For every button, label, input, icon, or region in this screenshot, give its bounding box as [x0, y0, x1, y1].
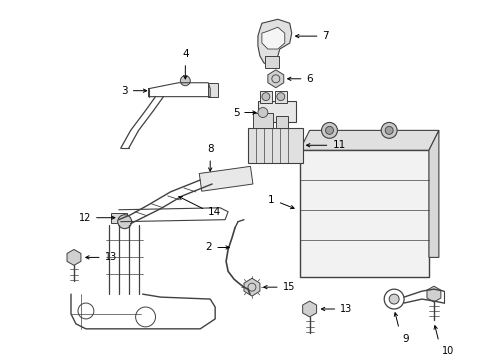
Circle shape	[325, 126, 333, 134]
Circle shape	[385, 126, 392, 134]
Polygon shape	[67, 249, 81, 265]
Bar	[252, 113, 272, 129]
Polygon shape	[262, 27, 284, 49]
Polygon shape	[244, 278, 260, 296]
Text: 13: 13	[104, 252, 117, 262]
Circle shape	[381, 122, 396, 138]
Circle shape	[321, 122, 337, 138]
Circle shape	[262, 93, 269, 100]
Text: 1: 1	[267, 195, 274, 205]
Text: 5: 5	[233, 108, 240, 117]
Text: 15: 15	[282, 282, 295, 292]
Bar	[199, 166, 252, 191]
Circle shape	[257, 108, 267, 117]
Text: 8: 8	[206, 144, 213, 154]
Text: 10: 10	[441, 346, 453, 356]
Circle shape	[118, 215, 131, 229]
Text: 4: 4	[182, 49, 188, 59]
Bar	[111, 213, 126, 223]
Circle shape	[276, 93, 284, 100]
Polygon shape	[257, 19, 291, 66]
Text: 2: 2	[205, 243, 212, 252]
Text: 9: 9	[401, 334, 408, 344]
Text: 14: 14	[208, 207, 221, 217]
Text: 3: 3	[121, 86, 127, 96]
Text: 11: 11	[332, 140, 345, 150]
Text: 7: 7	[322, 31, 328, 41]
Polygon shape	[302, 301, 316, 317]
Bar	[264, 56, 278, 68]
Text: 12: 12	[79, 213, 91, 223]
Bar	[299, 150, 428, 277]
Circle shape	[388, 294, 398, 304]
Circle shape	[180, 76, 190, 86]
Polygon shape	[428, 130, 438, 257]
Bar	[247, 129, 302, 163]
Polygon shape	[299, 130, 438, 150]
Text: 13: 13	[340, 304, 352, 314]
Bar	[260, 91, 271, 103]
Bar	[208, 83, 218, 96]
Polygon shape	[267, 70, 283, 88]
Bar	[275, 117, 287, 129]
Polygon shape	[426, 286, 440, 302]
Bar	[274, 91, 286, 103]
Text: 6: 6	[306, 74, 313, 84]
Bar	[257, 100, 295, 122]
